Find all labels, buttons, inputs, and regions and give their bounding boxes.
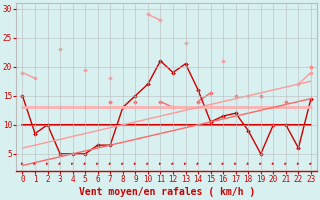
X-axis label: Vent moyen/en rafales ( km/h ): Vent moyen/en rafales ( km/h ) xyxy=(79,187,255,197)
